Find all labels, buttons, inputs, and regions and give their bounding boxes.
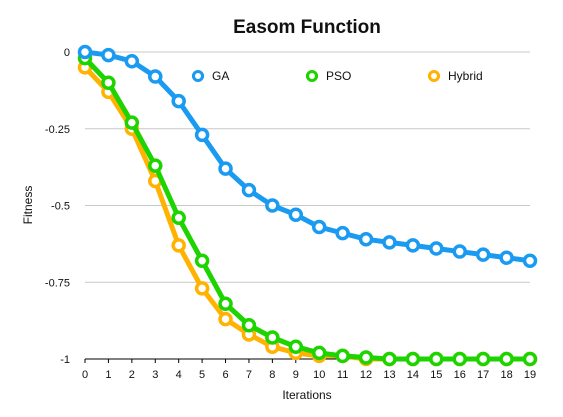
data-point-pso xyxy=(522,351,538,367)
data-point-pso xyxy=(405,351,421,367)
data-point-ga xyxy=(148,69,163,84)
data-point-pso xyxy=(241,317,257,333)
data-point-pso xyxy=(475,351,491,367)
x-axis-title: Iterations xyxy=(282,388,331,402)
series-layer xyxy=(77,44,538,367)
data-point-ga xyxy=(522,253,538,269)
series-line-pso xyxy=(82,55,533,362)
x-tick-label: 14 xyxy=(407,369,419,381)
grid-layer xyxy=(85,51,530,360)
data-point-pso xyxy=(265,330,280,345)
data-point-ga xyxy=(101,47,116,63)
data-point-ga xyxy=(311,219,327,235)
x-tick-label: 4 xyxy=(176,369,182,381)
y-tick-label: -0.25 xyxy=(45,124,70,136)
data-point-pso xyxy=(124,115,140,130)
series-line-hybrid xyxy=(82,64,533,362)
data-point-pso xyxy=(288,339,304,354)
data-point-ga xyxy=(429,241,444,256)
x-tick-label: 5 xyxy=(199,369,205,381)
data-point-pso xyxy=(429,351,444,367)
data-point-pso xyxy=(194,253,210,269)
x-tick-label: 7 xyxy=(246,369,252,381)
x-tick-label: 0 xyxy=(82,369,88,381)
x-tick-label: 9 xyxy=(293,369,299,381)
data-point-hybrid xyxy=(171,238,186,253)
x-tick-label: 3 xyxy=(152,369,158,381)
data-point-ga xyxy=(288,207,304,222)
x-tick-label: 6 xyxy=(222,369,228,381)
x-tick-label: 17 xyxy=(477,369,489,381)
legend-swatch-marker-hybrid xyxy=(428,70,440,82)
data-point-hybrid xyxy=(194,281,210,296)
data-point-pso xyxy=(171,210,186,226)
data-point-pso xyxy=(382,351,397,367)
legend: GA PSO Hybrid xyxy=(192,69,483,83)
data-point-ga xyxy=(452,244,467,259)
x-tick-label: 16 xyxy=(454,369,466,381)
data-point-ga xyxy=(499,250,514,265)
data-point-ga xyxy=(218,161,233,176)
legend-swatch-marker-ga xyxy=(192,70,204,82)
data-point-pso xyxy=(335,348,350,364)
y-tick-label: -0.75 xyxy=(45,277,70,289)
x-tick-label: 15 xyxy=(430,369,442,381)
data-point-pso xyxy=(311,345,327,361)
y-tick-label: -0.5 xyxy=(51,201,70,213)
data-point-ga xyxy=(358,232,374,247)
data-point-ga xyxy=(241,182,257,198)
x-tick-label: 19 xyxy=(524,369,536,381)
y-tick-label: -1 xyxy=(60,354,70,366)
data-point-ga xyxy=(475,247,491,262)
data-point-ga xyxy=(405,238,421,253)
x-tick-label: 8 xyxy=(269,369,275,381)
data-point-pso xyxy=(101,75,116,90)
x-tick-label: 18 xyxy=(500,369,512,381)
y-tick-label: 0 xyxy=(64,47,70,59)
data-point-pso xyxy=(148,158,163,173)
x-tick-label: 10 xyxy=(313,369,325,381)
data-point-ga xyxy=(265,198,280,213)
x-tick-label: 11 xyxy=(337,369,348,381)
legend-label-pso: PSO xyxy=(326,69,351,83)
data-point-ga xyxy=(335,225,350,241)
x-tick-label: 12 xyxy=(360,369,372,381)
x-tick-label: 2 xyxy=(129,369,135,381)
chart-title: Easom Function xyxy=(233,17,381,38)
data-point-pso xyxy=(452,351,467,367)
data-point-pso xyxy=(358,350,374,365)
data-point-ga xyxy=(77,44,93,60)
data-point-pso xyxy=(499,351,514,367)
x-tick-label: 13 xyxy=(383,369,395,381)
data-point-hybrid xyxy=(218,311,233,327)
data-point-pso xyxy=(218,296,233,311)
x-tick-label: 1 xyxy=(105,369,111,381)
y-axis-title: Fitness xyxy=(21,186,35,225)
data-point-ga xyxy=(171,93,186,109)
legend-swatch-marker-pso xyxy=(306,70,318,82)
legend-label-ga: GA xyxy=(212,69,229,83)
data-point-ga xyxy=(382,235,397,250)
data-point-ga xyxy=(124,53,140,69)
data-point-ga xyxy=(194,127,210,143)
legend-label-hybrid: Hybrid xyxy=(448,69,483,83)
